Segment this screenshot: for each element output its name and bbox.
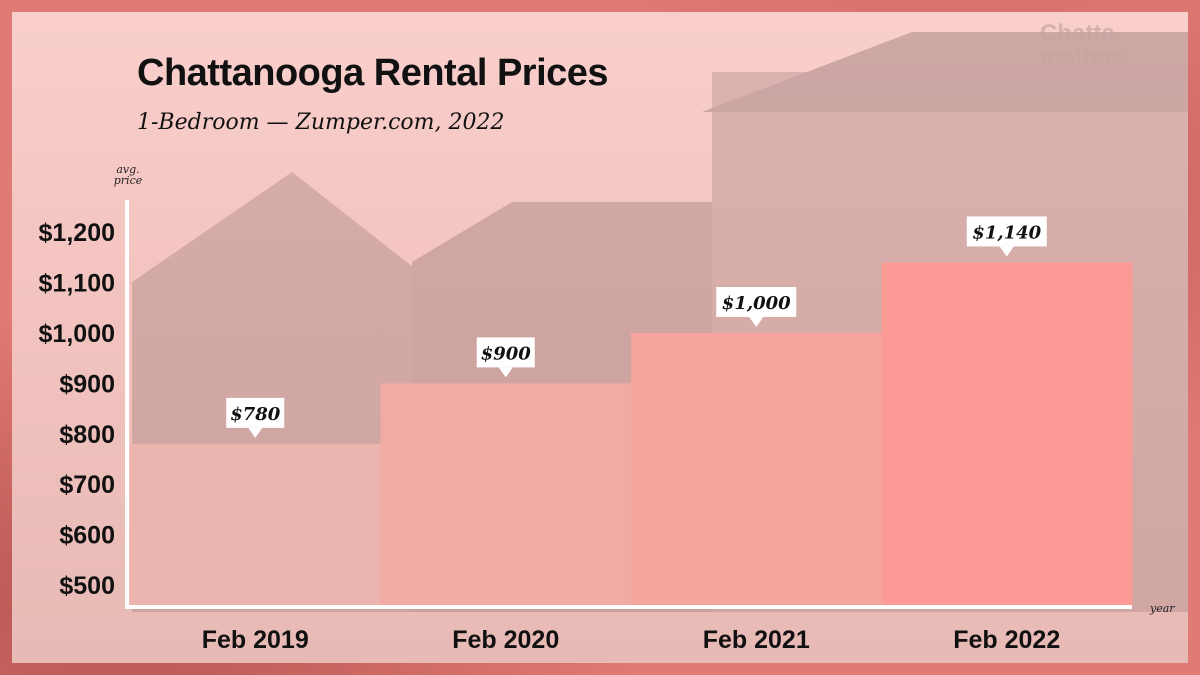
y-tick-label: $700 [59,471,115,499]
y-tick-label: $500 [59,572,115,600]
data-label-pointer [999,246,1014,257]
y-tick-label: $600 [59,522,115,550]
y-tick-label: $1,000 [39,320,115,348]
data-label-pointer [749,317,764,327]
y-tick-label: $800 [59,421,115,449]
y-tick-label: $900 [59,370,115,398]
x-axis-label: year [1150,602,1175,615]
x-tick-label: Feb 2020 [452,626,559,654]
data-label-box [966,216,1047,247]
x-tick-label: Feb 2022 [953,626,1060,654]
chart-subtitle: 1-Bedroom — Zumper.com, 2022 [137,110,505,135]
data-label: $1,140 [972,222,1041,243]
data-label: $1,000 [722,293,791,314]
x-tick-label: Feb 2021 [703,626,810,654]
bar [130,443,381,607]
y-tick-label: $1,100 [39,270,115,298]
bar [380,383,632,607]
data-label-box [716,287,797,317]
data-label-pointer [248,427,263,438]
data-label-pointer [498,367,513,378]
y-axis-label: avg. price [113,163,143,187]
chart-title: Chattanooga Rental Prices [137,52,609,94]
x-tick-label: Feb 2019 [202,626,309,654]
bar [631,333,882,607]
logo: Chatta-matters [1040,20,1127,71]
y-tick-label: $1,200 [39,219,115,247]
data-label-box [476,337,535,368]
data-label: $780 [230,404,281,425]
data-label-box [226,397,285,428]
data-label: $900 [481,343,532,364]
bar [881,262,1133,607]
